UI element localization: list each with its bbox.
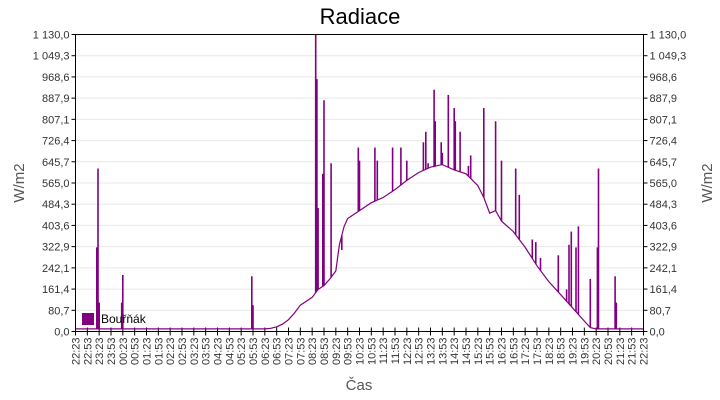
y-tick-label: 645,7 bbox=[650, 157, 678, 169]
x-tick-label: 18:23 bbox=[544, 338, 556, 366]
x-tick-label: 00:53 bbox=[130, 338, 142, 366]
y-tick-label: 403,6 bbox=[650, 220, 678, 232]
x-tick-label: 18:53 bbox=[556, 338, 568, 366]
x-tick-label: 21:53 bbox=[627, 338, 639, 366]
x-tick-label: 15:53 bbox=[485, 338, 497, 366]
x-tick-label: 01:53 bbox=[153, 338, 165, 366]
y-tick-label: 0,0 bbox=[650, 327, 665, 339]
x-tick-label: 01:23 bbox=[142, 338, 154, 366]
y-tick-label: 807,1 bbox=[650, 114, 678, 126]
y-tick-label: 80,7 bbox=[650, 305, 671, 317]
y-axis-title-left: W/m2 bbox=[11, 163, 28, 202]
x-tick-label: 08:23 bbox=[307, 338, 319, 366]
x-tick-label: 22:23 bbox=[71, 338, 83, 366]
y-tick-label: 807,1 bbox=[42, 114, 70, 126]
y-tick-label: 565,0 bbox=[42, 178, 70, 190]
x-tick-label: 11:23 bbox=[378, 338, 390, 365]
y-tick-label: 80,7 bbox=[48, 305, 69, 317]
y-tick-label: 1 049,3 bbox=[650, 51, 687, 63]
x-axis: 22:23 22:53 23:23 23:53 00:23 00:53 01:23 01:53… bbox=[71, 327, 651, 366]
x-tick-label: 02:23 bbox=[165, 338, 177, 366]
y-tick-label: 1 049,3 bbox=[33, 51, 70, 63]
x-tick-label: 19:53 bbox=[579, 338, 591, 366]
chart-title: Radiace bbox=[319, 4, 401, 29]
y-tick-label: 968,6 bbox=[650, 72, 678, 84]
x-tick-label: 14:53 bbox=[461, 338, 473, 366]
x-tick-label: 09:23 bbox=[331, 338, 343, 366]
y-tick-label: 968,6 bbox=[42, 72, 70, 84]
x-tick-label: 00:23 bbox=[118, 338, 130, 366]
x-tick-label: 22:23 bbox=[639, 338, 651, 366]
x-tick-label: 05:53 bbox=[248, 338, 260, 366]
y-tick-label: 322,9 bbox=[650, 242, 678, 254]
x-tick-label: 08:53 bbox=[319, 338, 331, 366]
x-tick-label: 21:23 bbox=[615, 338, 627, 366]
y-axis-left: 0,0 80,7 161,4 242,1 322,9 403,6 484,3 565,0 645… bbox=[33, 30, 76, 339]
x-tick-label: 20:23 bbox=[591, 338, 603, 366]
x-tick-label: 03:23 bbox=[189, 338, 201, 366]
x-tick-label: 10:53 bbox=[366, 338, 378, 366]
y-axis-right: 0,0 80,7 161,4 242,1 322,9 403,6 484,3 565,0 645… bbox=[643, 30, 687, 339]
x-tick-label: 14:23 bbox=[449, 338, 461, 366]
x-tick-label: 09:53 bbox=[343, 338, 355, 366]
x-tick-label: 04:23 bbox=[213, 338, 225, 366]
y-tick-label: 726,4 bbox=[650, 136, 678, 148]
x-tick-label: 16:23 bbox=[497, 338, 509, 366]
y-tick-label: 565,0 bbox=[650, 178, 678, 190]
x-tick-label: 23:23 bbox=[94, 338, 106, 366]
x-tick-label: 07:23 bbox=[284, 338, 296, 366]
x-tick-label: 02:53 bbox=[177, 338, 189, 366]
y-tick-label: 1 130,0 bbox=[650, 30, 687, 42]
x-tick-label: 10:23 bbox=[355, 338, 367, 366]
y-tick-label: 645,7 bbox=[42, 157, 70, 169]
y-tick-label: 242,1 bbox=[42, 263, 70, 275]
x-tick-label: 20:53 bbox=[603, 338, 615, 366]
y-tick-label: 1 130,0 bbox=[33, 30, 70, 42]
x-tick-label: 17:23 bbox=[520, 338, 532, 366]
legend-swatch bbox=[82, 313, 94, 325]
y-tick-label: 484,3 bbox=[42, 199, 70, 211]
x-tick-label: 07:53 bbox=[295, 338, 307, 366]
y-tick-label: 484,3 bbox=[650, 199, 678, 211]
x-axis-title: Čas bbox=[346, 377, 373, 394]
x-tick-label: 11:53 bbox=[390, 338, 402, 365]
y-tick-label: 887,9 bbox=[650, 93, 678, 105]
x-tick-label: 12:23 bbox=[402, 338, 414, 366]
y-tick-label: 887,9 bbox=[42, 93, 70, 105]
y-tick-label: 161,4 bbox=[42, 284, 70, 296]
x-tick-label: 23:53 bbox=[106, 338, 118, 366]
y-axis-title-right: W/m2 bbox=[699, 163, 716, 202]
x-tick-label: 04:53 bbox=[224, 338, 236, 366]
x-tick-label: 06:53 bbox=[272, 338, 284, 366]
x-tick-label: 13:53 bbox=[437, 338, 449, 366]
x-tick-label: 15:23 bbox=[473, 338, 485, 366]
y-tick-label: 161,4 bbox=[650, 284, 678, 296]
x-tick-label: 06:23 bbox=[260, 338, 272, 366]
gridlines bbox=[75, 55, 644, 311]
x-tick-label: 13:23 bbox=[426, 338, 438, 366]
x-tick-label: 19:23 bbox=[568, 338, 580, 366]
x-tick-label: 05:23 bbox=[236, 338, 248, 366]
x-tick-label: 22:53 bbox=[82, 338, 94, 366]
x-tick-label: 03:53 bbox=[201, 338, 213, 366]
x-tick-label: 16:53 bbox=[508, 338, 520, 366]
x-tick-label: 12:53 bbox=[414, 338, 426, 366]
y-tick-label: 322,9 bbox=[42, 242, 70, 254]
y-tick-label: 726,4 bbox=[42, 136, 70, 148]
legend-label: Bouřňák bbox=[101, 312, 146, 326]
y-tick-label: 242,1 bbox=[650, 263, 678, 275]
legend: Bouřňák bbox=[82, 312, 146, 326]
x-tick-label: 17:53 bbox=[532, 338, 544, 366]
y-tick-label: 0,0 bbox=[54, 327, 69, 339]
plot-frame bbox=[75, 34, 644, 332]
y-tick-label: 403,6 bbox=[42, 220, 70, 232]
series-bournak bbox=[75, 34, 644, 330]
